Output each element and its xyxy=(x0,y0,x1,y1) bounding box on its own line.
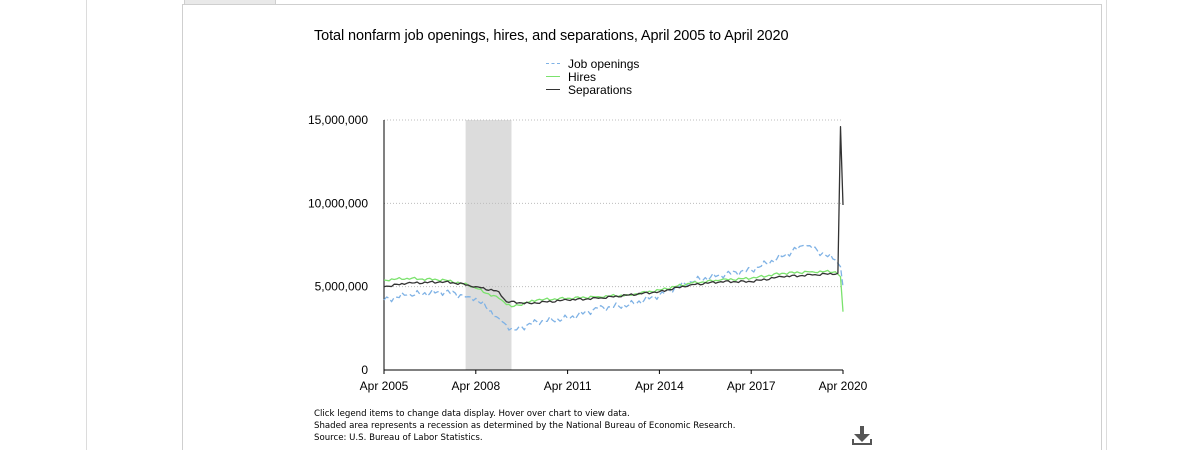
y-tick-label: 15,000,000 xyxy=(308,113,368,127)
legend-label-hires: Hires xyxy=(568,69,597,84)
x-tick-label: Apr 2017 xyxy=(727,379,776,393)
legend-label-job-openings: Job openings xyxy=(568,56,640,71)
chart-notes: Click legend items to change data displa… xyxy=(314,408,735,444)
download-icon[interactable] xyxy=(851,424,873,448)
legend-item-job-openings[interactable]: Job openings xyxy=(546,56,640,71)
page-divider-right xyxy=(1106,0,1107,450)
legend-swatch-job-openings xyxy=(546,63,560,64)
x-tick-label: Apr 2008 xyxy=(451,379,500,393)
panel-tab[interactable] xyxy=(184,0,276,5)
chart-title: Total nonfarm job openings, hires, and s… xyxy=(314,28,789,44)
legend-swatch-separations xyxy=(546,89,560,90)
series-line-job-openings xyxy=(383,244,844,331)
legend-item-hires[interactable]: Hires xyxy=(546,69,639,84)
x-tick-label: Apr 2020 xyxy=(819,379,868,393)
series-line-separations xyxy=(383,126,844,305)
download-glyph xyxy=(852,426,872,445)
note-interaction: Click legend items to change data displa… xyxy=(314,409,630,419)
x-tick-label: Apr 2014 xyxy=(635,379,684,393)
page-divider-left xyxy=(86,0,87,450)
y-tick-label: 5,000,000 xyxy=(315,280,369,294)
y-tick-label: 10,000,000 xyxy=(308,196,368,210)
x-tick-label: Apr 2005 xyxy=(360,379,409,393)
legend-label-separations: Separations xyxy=(568,82,633,97)
chart-legend: Job openings Hires Separations xyxy=(546,56,640,97)
y-tick-label: 0 xyxy=(361,363,368,377)
x-tick-label: Apr 2011 xyxy=(544,379,592,393)
legend-swatch-hires xyxy=(546,76,560,77)
recession-shading xyxy=(465,120,512,370)
note-recession: Shaded area represents a recession as de… xyxy=(314,421,736,431)
note-source: Source: U.S. Bureau of Labor Statistics. xyxy=(314,433,483,443)
chart-panel xyxy=(182,4,1102,450)
legend-item-separations[interactable]: Separations xyxy=(546,82,639,97)
